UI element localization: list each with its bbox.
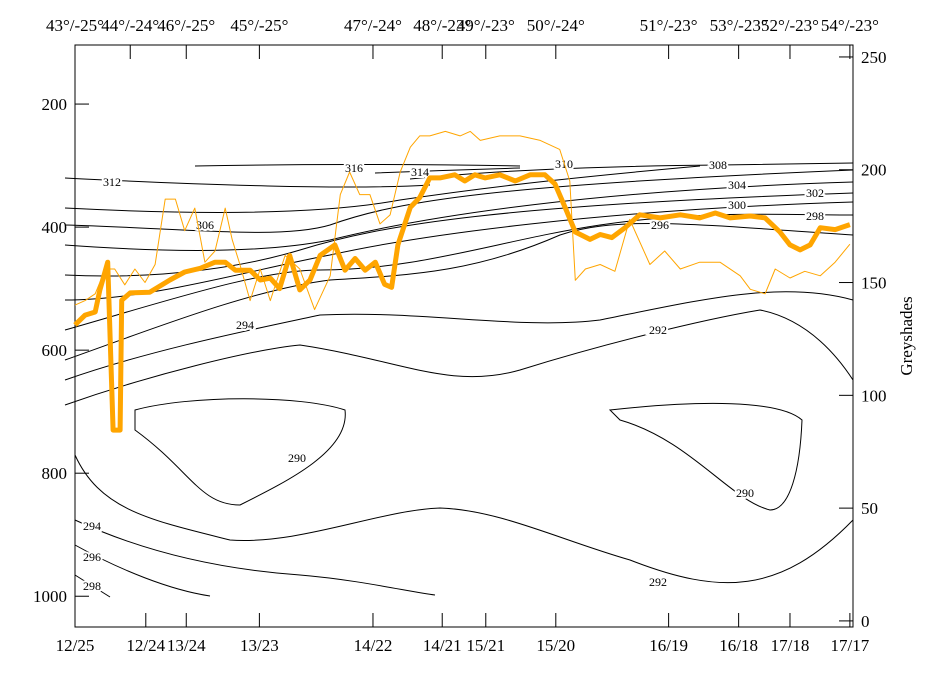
contour xyxy=(64,165,701,214)
contour-labels: 316 314 310 312 308 306 304 302 300 298 … xyxy=(81,155,826,595)
y2-tick-label: 100 xyxy=(861,386,887,405)
x-tick-label: 13/23 xyxy=(240,636,279,655)
top-tick-label: 48°/-23° xyxy=(413,16,471,35)
contour-label: 302 xyxy=(806,186,824,200)
contour xyxy=(64,291,854,381)
contour-label: 296 xyxy=(651,218,669,232)
contour xyxy=(74,454,854,584)
x-tick-label: 14/22 xyxy=(354,636,393,655)
top-tick-label: 54°/-23° xyxy=(821,16,879,35)
contour-label: 298 xyxy=(806,209,824,223)
contour xyxy=(74,574,111,598)
series-line xyxy=(73,172,851,433)
x-tick-label: 12/25 xyxy=(56,636,95,655)
contour-label: 304 xyxy=(728,178,746,192)
top-tick-label: 50°/-24° xyxy=(527,16,585,35)
y-tick-label: 400 xyxy=(42,218,68,237)
x-tick-label: 15/20 xyxy=(536,636,575,655)
x-tick-label: 13/24 xyxy=(167,636,206,655)
contour xyxy=(64,213,854,331)
contour xyxy=(64,222,854,361)
contour-label: 294 xyxy=(236,318,254,332)
y2-tick-label: 150 xyxy=(861,274,887,293)
x-tick-label: 17/17 xyxy=(831,636,870,655)
y2-tick-label: 250 xyxy=(861,48,887,67)
series-line xyxy=(74,130,851,311)
top-tick-label: 47°/-24° xyxy=(344,16,402,35)
y-tick-label: 800 xyxy=(42,464,68,483)
x-tick-label: 15/21 xyxy=(466,636,505,655)
contour-label: 308 xyxy=(709,158,727,172)
top-tick-label: 49°/-23° xyxy=(457,16,515,35)
top-tick-label: 51°/-23° xyxy=(640,16,698,35)
top-tick-label: 52°/-23° xyxy=(761,16,819,35)
contour-label: 294 xyxy=(83,519,101,533)
contour-label: 292 xyxy=(649,323,667,337)
x-tick-label: 14/21 xyxy=(423,636,462,655)
y2-axis-label: Greyshades xyxy=(897,296,916,375)
x-tick-label: 12/24 xyxy=(126,636,165,655)
y2-tick-label: 200 xyxy=(861,161,887,180)
top-tick-label: 43°/-25° xyxy=(46,16,104,35)
contour-label: 316 xyxy=(345,161,363,175)
x-tick-label: 16/18 xyxy=(719,636,758,655)
top-tick-label: 45°/-25° xyxy=(230,16,288,35)
y-tick-label: 1000 xyxy=(33,587,67,606)
top-tick-label: 53°/-23° xyxy=(710,16,768,35)
y-tick-label: 200 xyxy=(42,95,68,114)
contour-label: 292 xyxy=(649,575,667,589)
contour-label: 296 xyxy=(83,550,101,564)
contour xyxy=(608,402,803,511)
y2-tick-label: 0 xyxy=(861,612,870,631)
contour xyxy=(64,201,854,301)
contours xyxy=(64,162,854,598)
contour xyxy=(64,181,854,251)
contour-label: 300 xyxy=(728,198,746,212)
contour xyxy=(134,398,346,506)
top-tick-label: 44°/-24° xyxy=(101,16,159,35)
contour-label: 290 xyxy=(288,451,306,465)
contour xyxy=(64,309,854,406)
x-tick-label: 16/19 xyxy=(649,636,688,655)
contour xyxy=(64,192,854,277)
y2-tick-label: 50 xyxy=(861,499,878,518)
contour-label: 306 xyxy=(196,218,214,232)
top-tick-label: 46°/-25° xyxy=(157,16,215,35)
contour-label: 314 xyxy=(411,165,429,179)
contour-label: 312 xyxy=(103,175,121,189)
plot-frame xyxy=(74,44,854,628)
contour-label: 298 xyxy=(83,579,101,593)
contour xyxy=(374,167,521,174)
x-tick-label: 17/18 xyxy=(771,636,810,655)
contour xyxy=(74,519,436,596)
y-tick-label: 600 xyxy=(42,341,68,360)
contour xyxy=(64,177,431,188)
contour-label: 290 xyxy=(736,486,754,500)
contour xyxy=(74,544,211,597)
contour xyxy=(194,164,521,167)
